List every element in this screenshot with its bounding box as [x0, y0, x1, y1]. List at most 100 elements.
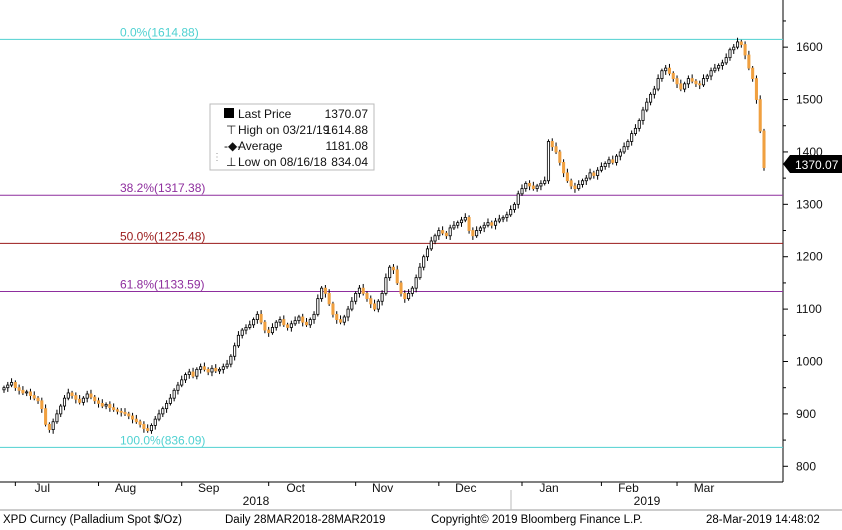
candle [331, 301, 335, 318]
candle [592, 170, 596, 179]
average-icon: -◆- [224, 139, 241, 153]
candle [134, 414, 138, 424]
candle [13, 380, 17, 391]
x-tick-label: Feb [618, 481, 639, 495]
candle [554, 142, 558, 155]
footer-copyright: Copyright© 2019 Bloomberg Finance L.P. [431, 514, 643, 526]
candle [172, 388, 176, 402]
candle [622, 142, 626, 155]
candle [199, 363, 203, 374]
candle [104, 402, 108, 410]
fib-level-label: 38.2%(1317.38) [120, 181, 205, 195]
candle [176, 381, 180, 395]
candle [754, 75, 758, 104]
candle [316, 294, 320, 317]
y-tick-label: 900 [796, 407, 816, 421]
x-tick-label: Oct [286, 481, 305, 495]
candle [286, 322, 290, 331]
fib-level-label: 50.0%(1225.48) [120, 229, 205, 243]
candle [123, 408, 127, 416]
candle [25, 389, 29, 397]
y-tick-label: 1600 [796, 40, 823, 54]
candle [357, 285, 361, 298]
candle [36, 396, 40, 404]
candle [89, 389, 93, 400]
candle [501, 215, 505, 223]
candle [399, 280, 403, 297]
candle [422, 254, 426, 271]
last-price-swatch [224, 108, 234, 118]
candle [350, 297, 354, 312]
candle [66, 388, 70, 401]
candle [2, 385, 6, 393]
candle [10, 378, 14, 388]
candle [47, 422, 51, 433]
candle [210, 365, 214, 377]
last-price-tag-text: 1370.07 [795, 158, 839, 172]
candle [407, 289, 411, 301]
candle [645, 97, 649, 113]
candle [240, 327, 244, 339]
candle [649, 92, 653, 106]
candle [221, 363, 225, 374]
candle [516, 190, 520, 209]
candle [615, 154, 619, 166]
candle [713, 63, 717, 73]
candle [758, 95, 762, 134]
candle [735, 37, 740, 50]
y-tick-label: 800 [796, 459, 816, 473]
candle [289, 320, 293, 332]
candle [263, 320, 267, 334]
candle [482, 222, 486, 233]
candle [675, 75, 679, 89]
candle [698, 80, 702, 90]
candle [478, 225, 482, 234]
candle [40, 397, 44, 413]
candle [664, 64, 668, 75]
candle [588, 168, 592, 181]
legend-last-price-value: 1370.07 [325, 107, 369, 121]
x-tick-label: Jul [35, 481, 50, 495]
candle [293, 316, 297, 326]
candle [558, 149, 562, 166]
candle [373, 299, 377, 312]
candle [187, 368, 191, 379]
candle [195, 367, 199, 380]
candle [81, 396, 85, 406]
candle [550, 138, 554, 151]
candle [490, 220, 494, 229]
candle [652, 85, 656, 99]
candle [505, 211, 509, 222]
x-tick-label: Nov [372, 481, 393, 495]
legend-last-price-label: Last Price [238, 107, 292, 121]
candle [448, 224, 452, 240]
candle [626, 139, 630, 150]
candle [255, 311, 259, 324]
x-tick-label: Mar [694, 481, 715, 495]
candle [418, 263, 422, 280]
candle [520, 184, 524, 196]
candle [308, 317, 312, 328]
candle [611, 155, 615, 165]
candle [6, 381, 10, 392]
candle [138, 419, 142, 428]
candle [596, 167, 600, 180]
candle [584, 174, 588, 185]
candle [471, 227, 475, 240]
candle [641, 106, 645, 125]
candle [44, 404, 48, 427]
candle [679, 79, 683, 92]
candle [497, 214, 501, 224]
candle [694, 79, 698, 87]
legend-low-label: Low on 08/16/18 [238, 155, 327, 169]
candle [229, 354, 233, 368]
candle [301, 313, 305, 327]
x-tick-label: Aug [115, 481, 136, 495]
candle [361, 283, 365, 296]
candle [395, 265, 399, 286]
candle [743, 41, 747, 60]
low-icon: ⊥ [226, 155, 236, 169]
candle [168, 393, 172, 406]
candle [739, 39, 743, 48]
